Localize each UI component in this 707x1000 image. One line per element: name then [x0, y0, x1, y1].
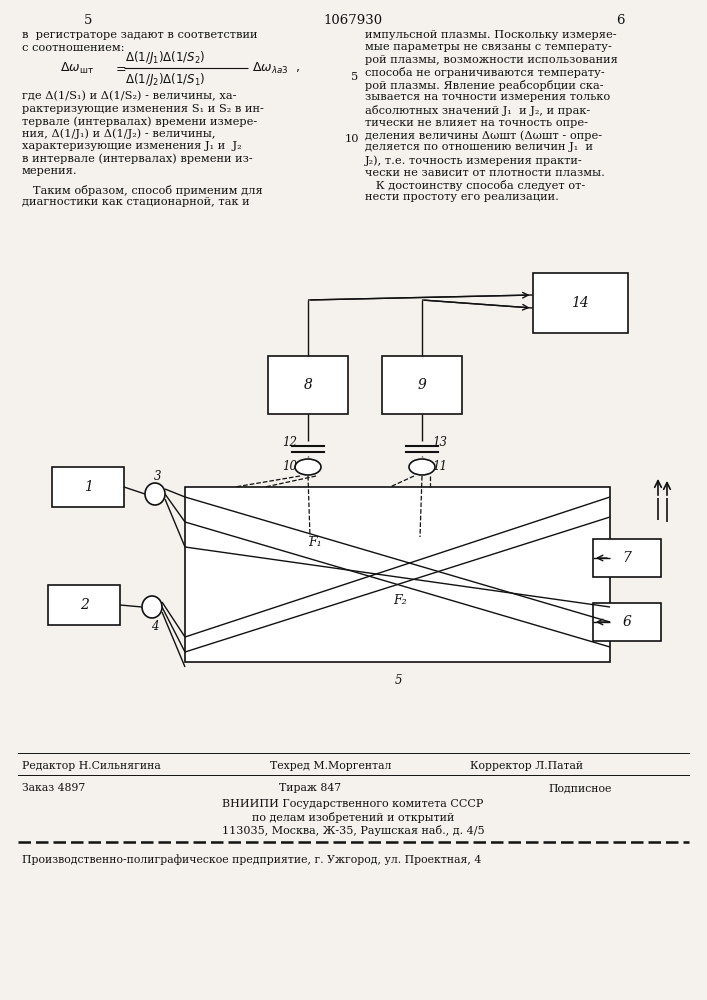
Text: Подписное: Подписное [549, 783, 612, 793]
Text: тически не влияет на точность опре-: тически не влияет на точность опре- [365, 117, 588, 127]
Bar [268, 356, 348, 414]
Text: 5: 5 [395, 674, 402, 686]
Text: в  регистраторе задают в соответствии: в регистраторе задают в соответствии [22, 30, 257, 40]
Text: где Δ(1/S₁) и Δ(1/S₂) - величины, ха-: где Δ(1/S₁) и Δ(1/S₂) - величины, ха- [22, 91, 237, 101]
Bar [593, 539, 661, 577]
Text: $=$: $=$ [113, 62, 127, 75]
Text: 7: 7 [623, 551, 631, 565]
Text: Редактор Н.Сильнягина: Редактор Н.Сильнягина [22, 761, 160, 771]
Text: 10: 10 [283, 460, 298, 474]
Bar [382, 356, 462, 414]
Ellipse shape [409, 459, 435, 475]
Text: ния, Δ(1/J₁) и Δ(1/J₂) - величины,: ния, Δ(1/J₁) и Δ(1/J₂) - величины, [22, 128, 216, 139]
Text: мые параметры не связаны с температу-: мые параметры не связаны с температу- [365, 42, 612, 52]
Text: по делам изобретений и открытий: по делам изобретений и открытий [252, 812, 454, 823]
Text: 2: 2 [80, 598, 88, 612]
Text: рактеризующие изменения S₁ и S₂ в ин-: рактеризующие изменения S₁ и S₂ в ин- [22, 104, 264, 113]
Text: 5: 5 [351, 72, 358, 82]
Text: способа не ограничиваются температу-: способа не ограничиваются температу- [365, 68, 604, 79]
Text: ,: , [296, 62, 300, 75]
Text: $\mathit{\Delta}(1/J_1)\mathit{\Delta}(1/S_2)$: $\mathit{\Delta}(1/J_1)\mathit{\Delta}(1… [125, 49, 206, 66]
Text: абсолютных значений J₁  и J₂, и прак-: абсолютных значений J₁ и J₂, и прак- [365, 105, 590, 116]
Text: 4: 4 [151, 620, 159, 634]
Text: 10: 10 [345, 134, 359, 144]
Text: деления величины Δωшт (Δωшт - опре-: деления величины Δωшт (Δωшт - опре- [365, 130, 602, 141]
Text: Заказ 4897: Заказ 4897 [22, 783, 86, 793]
Text: $\mathit{\Delta}(1/J_2)\mathit{\Delta}(1/S_1)$: $\mathit{\Delta}(1/J_2)\mathit{\Delta}(1… [125, 70, 206, 88]
Text: Производственно-полиграфическое предприятие, г. Ужгород, ул. Проектная, 4: Производственно-полиграфическое предприя… [22, 854, 481, 865]
Text: F₁: F₁ [308, 536, 322, 550]
Bar [48, 585, 120, 625]
Text: с соотношением:: с соотношением: [22, 43, 124, 53]
Text: F₂: F₂ [393, 593, 407, 606]
Text: Тираж 847: Тираж 847 [279, 783, 341, 793]
Text: J₂), т.е. точность измерения практи-: J₂), т.е. точность измерения практи- [365, 155, 583, 166]
Text: ВНИИПИ Государственного комитета СССР: ВНИИПИ Государственного комитета СССР [222, 799, 484, 809]
Text: $\mathit{\Delta\omega_{\lambda a3}}$: $\mathit{\Delta\omega_{\lambda a3}}$ [252, 60, 288, 76]
Text: К достоинству способа следует от-: К достоинству способа следует от- [365, 180, 585, 191]
Bar [185, 487, 610, 662]
Text: нести простоту его реализации.: нести простоту его реализации. [365, 192, 559, 202]
Bar [532, 273, 628, 333]
Bar [52, 467, 124, 507]
Text: характеризующие изменения J₁ и  J₂: характеризующие изменения J₁ и J₂ [22, 141, 242, 151]
Text: мерения.: мерения. [22, 166, 78, 176]
Text: 8: 8 [303, 378, 312, 392]
Text: в интервале (интервалах) времени из-: в интервале (интервалах) времени из- [22, 153, 252, 164]
Text: 3: 3 [154, 470, 162, 483]
Text: 1: 1 [83, 480, 93, 494]
Text: 11: 11 [433, 460, 448, 474]
Text: импульсной плазмы. Поскольку измеряе-: импульсной плазмы. Поскольку измеряе- [365, 30, 617, 40]
Text: 113035, Москва, Ж-35, Раушская наб., д. 4/5: 113035, Москва, Ж-35, Раушская наб., д. … [222, 825, 484, 836]
Text: 12: 12 [283, 436, 298, 450]
Text: деляется по отношению величин J₁  и: деляется по отношению величин J₁ и [365, 142, 593, 152]
Text: рой плазмы. Явление реабсорбции ска-: рой плазмы. Явление реабсорбции ска- [365, 80, 604, 91]
Ellipse shape [142, 596, 162, 618]
Text: $\mathit{\Delta\omega_{\rm шт}}$: $\mathit{\Delta\omega_{\rm шт}}$ [60, 60, 94, 76]
Text: диагностики как стационарной, так и: диагностики как стационарной, так и [22, 197, 250, 207]
Text: 5: 5 [84, 14, 92, 27]
Text: Техред М.Моргентал: Техред М.Моргентал [270, 761, 392, 771]
Text: 6: 6 [616, 14, 624, 27]
Text: 6: 6 [623, 615, 631, 629]
Text: чески не зависит от плотности плазмы.: чески не зависит от плотности плазмы. [365, 167, 605, 178]
Text: 1067930: 1067930 [323, 14, 382, 27]
Text: Таким образом, способ применим для: Таким образом, способ применим для [22, 184, 263, 196]
Ellipse shape [295, 459, 321, 475]
Text: 9: 9 [418, 378, 426, 392]
Text: тервале (интервалах) времени измере-: тервале (интервалах) времени измере- [22, 116, 257, 127]
Text: Корректор Л.Патай: Корректор Л.Патай [470, 761, 583, 771]
Text: зывается на точности измерения только: зывается на точности измерения только [365, 93, 610, 103]
Text: 14: 14 [571, 296, 589, 310]
Ellipse shape [145, 483, 165, 505]
Bar [593, 603, 661, 641]
Text: 13: 13 [433, 436, 448, 450]
Text: рой плазмы, возможности использования: рой плазмы, возможности использования [365, 55, 618, 65]
